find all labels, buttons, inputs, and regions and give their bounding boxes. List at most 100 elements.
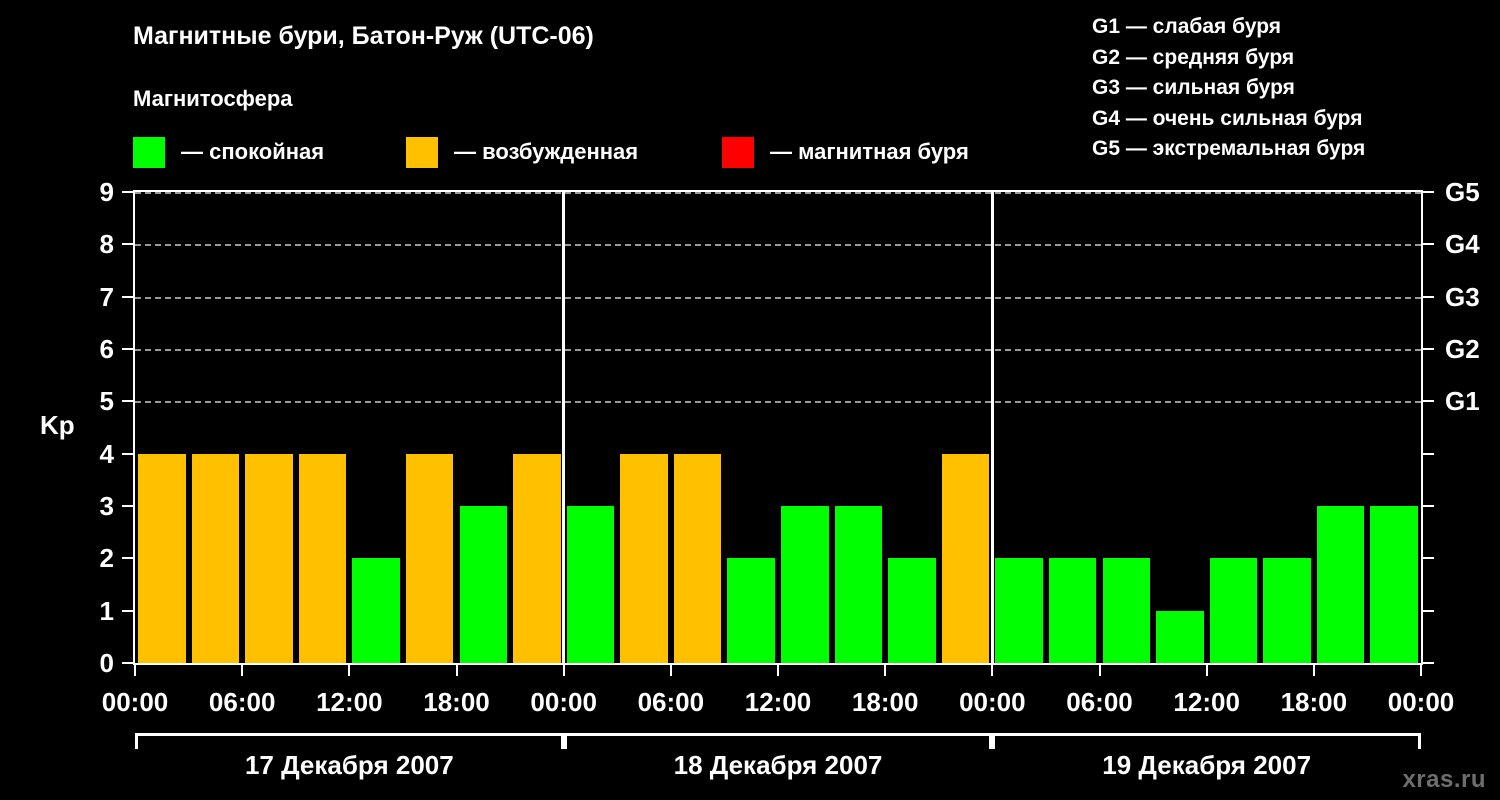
x-axis-tick — [455, 665, 458, 676]
bar — [1102, 558, 1151, 663]
legend-item-storm: — магнитная буря — [722, 133, 969, 171]
y-axis-tick — [122, 609, 133, 612]
x-axis-tick-label: 00:00 — [530, 687, 597, 717]
right-axis-tick — [1423, 557, 1434, 560]
x-axis-tick — [1098, 665, 1101, 676]
right-axis-g-label: G1 — [1445, 386, 1480, 417]
page-title: Магнитные бури, Батон-Руж (UTC-06) — [133, 22, 594, 50]
date-range-bracket — [135, 733, 564, 749]
y-axis-tick-label: 8 — [99, 229, 114, 260]
bar — [941, 453, 990, 663]
day-separator — [990, 192, 994, 663]
watermark: xras.ru — [1402, 766, 1486, 793]
bar — [1156, 610, 1204, 663]
bar — [1048, 558, 1097, 663]
x-axis-tick-label: 12:00 — [1173, 687, 1240, 717]
gridline — [135, 349, 1421, 351]
legend-item-calm: — спокойная — [133, 133, 324, 171]
bar — [245, 453, 293, 663]
plot-inner — [135, 192, 1421, 663]
x-axis-tick — [562, 665, 565, 676]
right-axis-tick — [1423, 609, 1434, 612]
y-axis-tick-label: 3 — [99, 491, 114, 521]
x-axis-tick-label: 06:00 — [637, 687, 705, 717]
y-axis-tick-label: 5 — [99, 386, 114, 417]
right-axis-g-label: G2 — [1445, 334, 1480, 364]
date-label: 19 Декабря 2007 — [1102, 750, 1312, 780]
g-legend-line: G3 — сильная буря — [1092, 76, 1295, 99]
x-axis-tick — [777, 665, 779, 676]
bar — [298, 453, 347, 663]
magnetosphere-label: Магнитосфера — [133, 86, 293, 111]
right-axis-tick — [1423, 191, 1434, 193]
x-axis-tick-label: 00:00 — [1387, 687, 1455, 717]
x-axis-tick — [134, 665, 136, 676]
legend-label-storm: — магнитная буря — [770, 139, 969, 164]
x-axis-tick-label: 00:00 — [101, 687, 169, 717]
y-axis-tick-label: 4 — [99, 438, 114, 469]
y-axis-tick-label: 6 — [99, 334, 114, 364]
legend-swatch-unsettled-icon — [406, 136, 438, 168]
g-legend-line: G5 — экстремальная буря — [1092, 137, 1366, 160]
right-axis-g-label: G3 — [1445, 281, 1480, 312]
date-range-bracket — [563, 733, 993, 749]
bar — [459, 506, 508, 663]
bar — [727, 558, 775, 663]
bar — [1316, 506, 1365, 663]
right-axis-g-label: G4 — [1445, 229, 1480, 260]
y-axis-tick — [122, 400, 133, 403]
y-axis-tick — [122, 348, 133, 350]
y-axis-tick-label: 2 — [99, 543, 114, 574]
g-legend-line: G2 — средняя буря — [1092, 45, 1295, 69]
date-label: 18 Декабря 2007 — [673, 750, 883, 780]
right-axis-tick — [1423, 400, 1434, 403]
legend-item-unsettled: — возбужденная — [406, 133, 638, 171]
x-axis-tick-label: 18:00 — [423, 687, 490, 717]
bar — [620, 453, 668, 663]
y-axis-label: Kp — [40, 410, 75, 440]
date-label: 17 Декабря 2007 — [244, 750, 454, 780]
bar — [1370, 506, 1418, 663]
legend-swatch-calm-icon — [133, 136, 165, 168]
y-axis-tick — [122, 295, 133, 298]
y-axis-tick — [122, 452, 133, 455]
bar — [834, 506, 883, 663]
bar — [781, 506, 829, 663]
x-axis-tick — [348, 665, 351, 676]
y-axis-tick — [122, 662, 133, 664]
x-axis-tick-label: 12:00 — [744, 687, 812, 717]
day-separator — [562, 192, 566, 663]
bar — [191, 453, 240, 663]
x-axis-tick — [884, 665, 887, 676]
right-axis-tick — [1423, 662, 1434, 664]
gridline — [135, 192, 1421, 194]
bar — [138, 453, 186, 663]
x-axis-tick — [991, 665, 994, 676]
bar — [405, 453, 454, 663]
bar — [888, 558, 936, 663]
right-axis-g-label: G5 — [1445, 177, 1480, 207]
x-axis-tick — [1420, 665, 1422, 676]
x-axis-tick-label: 12:00 — [316, 687, 383, 717]
x-axis-tick — [1312, 665, 1315, 676]
g-legend-line: G4 — очень сильная буря — [1092, 106, 1363, 130]
legend-label-unsettled: — возбужденная — [454, 139, 639, 164]
y-axis-tick — [122, 191, 133, 193]
y-axis-tick-label: 1 — [99, 595, 114, 626]
gridline — [135, 296, 1421, 299]
x-axis-tick-label: 06:00 — [208, 687, 276, 717]
y-axis-tick — [122, 505, 133, 507]
bar — [1209, 558, 1258, 663]
condition-legend: — спокойная — возбужденная — магнитная б… — [133, 133, 1033, 171]
legend-label-calm: — спокойная — [181, 139, 325, 164]
x-axis-tick-label: 06:00 — [1066, 687, 1133, 717]
x-axis-tick-label: 18:00 — [1280, 687, 1348, 717]
y-axis-tick-label: 0 — [99, 648, 114, 678]
plot-area — [133, 190, 1423, 665]
x-axis-tick — [669, 665, 672, 676]
x-axis-tick-label: 00:00 — [959, 687, 1026, 717]
y-axis-tick — [122, 557, 133, 560]
right-axis-tick — [1423, 452, 1434, 455]
bar — [513, 453, 561, 663]
y-axis-tick-label: 7 — [99, 281, 114, 312]
